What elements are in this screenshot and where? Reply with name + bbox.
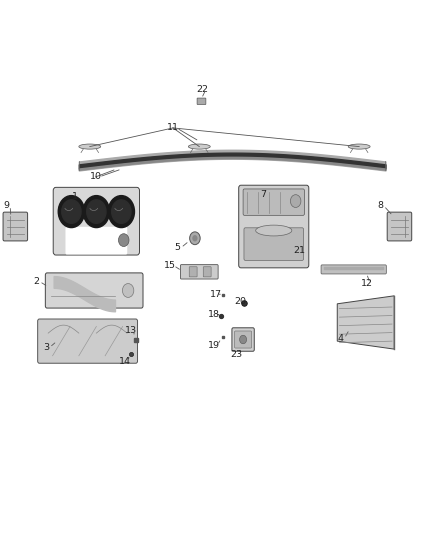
FancyBboxPatch shape [197, 98, 206, 104]
Text: 21: 21 [293, 246, 306, 255]
FancyBboxPatch shape [244, 228, 304, 261]
FancyBboxPatch shape [3, 212, 28, 241]
FancyBboxPatch shape [65, 227, 127, 255]
Text: 12: 12 [360, 279, 373, 288]
Text: 14: 14 [119, 357, 131, 366]
Text: 22: 22 [196, 85, 208, 94]
Circle shape [108, 196, 134, 228]
Circle shape [240, 335, 247, 344]
Circle shape [192, 235, 198, 241]
FancyBboxPatch shape [38, 319, 138, 364]
FancyBboxPatch shape [189, 266, 197, 277]
FancyBboxPatch shape [235, 331, 252, 348]
Circle shape [87, 200, 106, 223]
Text: 2: 2 [33, 277, 39, 286]
Ellipse shape [79, 144, 101, 149]
Text: 19: 19 [208, 341, 220, 350]
Text: 8: 8 [377, 201, 383, 210]
Text: 5: 5 [174, 244, 180, 252]
FancyBboxPatch shape [321, 265, 386, 274]
Circle shape [118, 233, 129, 247]
Text: 10: 10 [89, 173, 102, 181]
FancyBboxPatch shape [387, 212, 412, 241]
Text: 23: 23 [230, 350, 243, 359]
Circle shape [190, 232, 200, 245]
FancyBboxPatch shape [53, 188, 139, 255]
FancyBboxPatch shape [232, 328, 254, 351]
Text: 3: 3 [43, 343, 49, 352]
Text: 4: 4 [338, 334, 344, 343]
Text: 13: 13 [124, 326, 137, 335]
Circle shape [58, 196, 85, 228]
FancyBboxPatch shape [291, 241, 302, 247]
FancyBboxPatch shape [46, 273, 143, 308]
Circle shape [83, 196, 110, 228]
Ellipse shape [188, 144, 210, 149]
FancyBboxPatch shape [243, 189, 304, 215]
Circle shape [112, 200, 131, 223]
Circle shape [122, 284, 134, 297]
Ellipse shape [256, 225, 292, 236]
Text: 1: 1 [71, 192, 78, 200]
FancyBboxPatch shape [203, 266, 211, 277]
Text: 18: 18 [208, 310, 220, 319]
Text: 20: 20 [234, 297, 246, 305]
Text: 11: 11 [167, 124, 179, 132]
Text: 17: 17 [209, 290, 222, 298]
Polygon shape [337, 296, 394, 349]
Circle shape [62, 200, 81, 223]
Circle shape [290, 195, 301, 207]
Text: 9: 9 [4, 201, 10, 210]
Text: 7: 7 [260, 190, 266, 199]
Text: 15: 15 [164, 261, 176, 270]
Ellipse shape [348, 144, 370, 149]
FancyBboxPatch shape [180, 265, 218, 279]
FancyBboxPatch shape [239, 185, 309, 268]
